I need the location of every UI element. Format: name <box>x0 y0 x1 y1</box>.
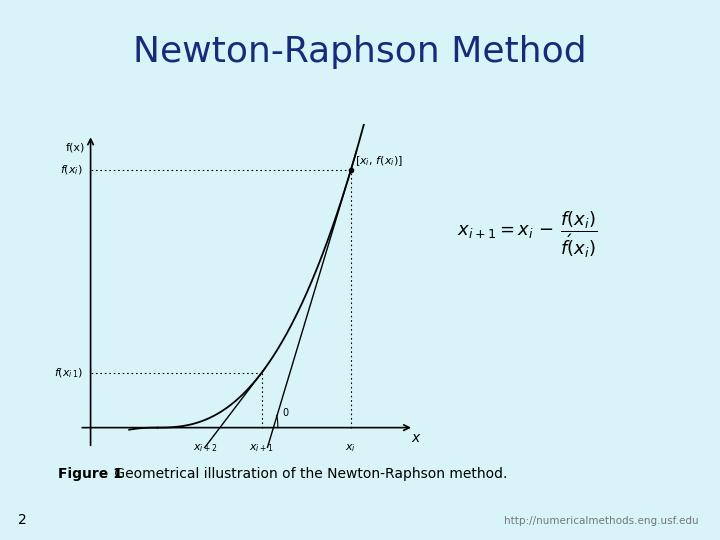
Text: $x_{i+1} = x_i\,-\,\dfrac{f(x_i)}{f\'(x_i)}$: $x_{i+1} = x_i\,-\,\dfrac{f(x_i)}{f\'(x_… <box>457 210 598 260</box>
Text: 0: 0 <box>282 408 289 418</box>
Text: http://numericalmethods.eng.usf.edu: http://numericalmethods.eng.usf.edu <box>504 516 698 526</box>
Text: $f(x_i)$: $f(x_i)$ <box>60 164 83 177</box>
Text: Figure 1: Figure 1 <box>58 467 122 481</box>
Text: $x_i$: $x_i$ <box>345 442 356 454</box>
Text: $f(x_{i\,1})$: $f(x_{i\,1})$ <box>54 366 83 380</box>
Text: f(x): f(x) <box>66 142 85 152</box>
Text: Newton-Raphson Method: Newton-Raphson Method <box>133 35 587 69</box>
Text: Geometrical illustration of the Newton-Raphson method.: Geometrical illustration of the Newton-R… <box>110 467 508 481</box>
Text: $[x_i,\, f(x_i)]$: $[x_i,\, f(x_i)]$ <box>355 154 403 168</box>
Text: $x_{i+1}$: $x_{i+1}$ <box>249 442 274 454</box>
Text: 2: 2 <box>18 512 27 526</box>
Text: x: x <box>412 431 420 446</box>
Text: $x_{i+2}$: $x_{i+2}$ <box>194 442 218 454</box>
